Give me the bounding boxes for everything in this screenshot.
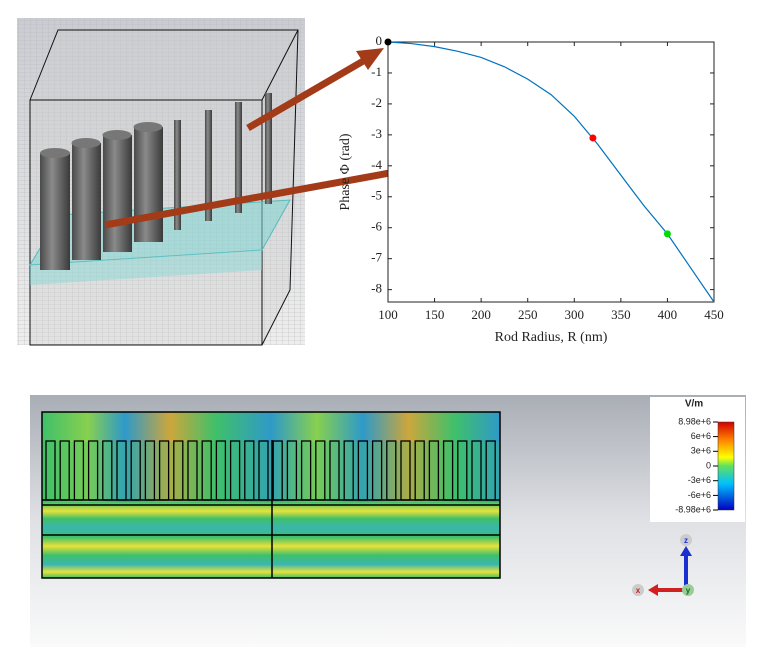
curve (387, 41, 715, 303)
y-tick-label: -1 (371, 64, 382, 79)
colorbar-tick-label: -8.98e+6 (675, 504, 711, 514)
z-label: z (684, 536, 688, 545)
x-label: x (636, 586, 641, 595)
marker (384, 38, 392, 46)
x-tick-label: 150 (425, 307, 445, 322)
x-tick-label: 400 (658, 307, 678, 322)
marker (663, 230, 671, 238)
chart: Phase Φ (rad) Rod Radius, R (nm) 100 150 2… (338, 33, 724, 345)
colorbar-tick-label: -6e+6 (688, 490, 711, 500)
y-tick-label: -5 (371, 188, 382, 203)
x-axis-label: Rod Radius, R (nm) (495, 330, 608, 345)
marker (589, 134, 597, 142)
colorbar-tick-label: 6e+6 (691, 431, 711, 441)
y-tick-label: -4 (371, 157, 382, 172)
rods (40, 93, 272, 270)
x-tick-label: 300 (565, 307, 585, 322)
y-tick-label: 0 (376, 33, 383, 48)
y-label: y (686, 586, 691, 595)
y-tick-label: -3 (371, 126, 382, 141)
colorbar-title: V/m (685, 399, 703, 410)
y-tick-label: -2 (371, 95, 382, 110)
x-tick-label: 200 (471, 307, 491, 322)
field-plot: V/m (30, 395, 746, 647)
colorbar-tick-label: 3e+6 (691, 446, 711, 456)
colorbar-tick-label: 8.98e+6 (678, 416, 711, 426)
colorbar-tick-label: -3e+6 (688, 475, 711, 485)
colorbar-tick-label: 0 (706, 460, 711, 470)
x-tick-label: 350 (611, 307, 631, 322)
axis-triad: z x y (632, 534, 694, 596)
y-axis-label: Phase Φ (rad) (338, 133, 353, 210)
x-tick-label: 100 (378, 307, 398, 322)
render-3d (17, 18, 305, 346)
y-tick-label: -8 (371, 281, 382, 296)
y-tick-label: -7 (371, 250, 382, 265)
y-tick-label: -6 (371, 219, 382, 234)
x-tick-label: 450 (704, 307, 724, 322)
x-tick-label: 250 (518, 307, 538, 322)
